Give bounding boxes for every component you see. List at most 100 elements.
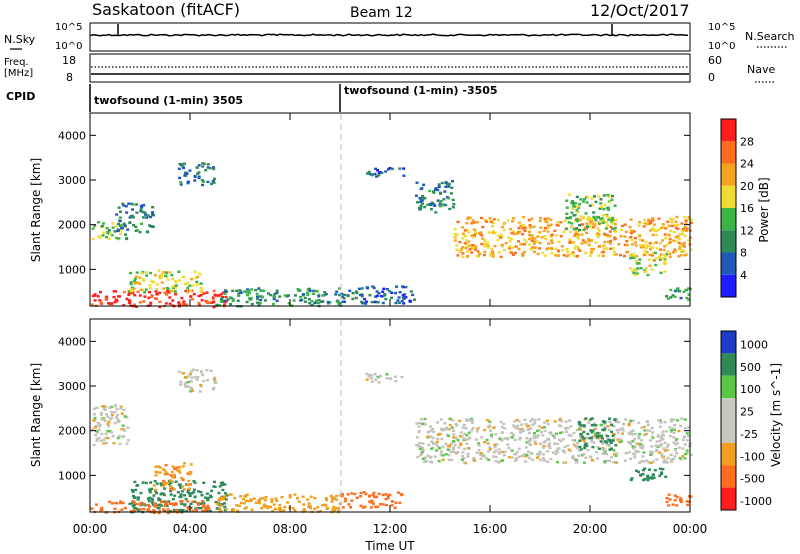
echo-cell — [158, 498, 162, 501]
echo-cell — [231, 299, 235, 303]
nsky-tick-high: 10^5 — [55, 22, 82, 33]
echo-cell — [129, 214, 133, 218]
echo-cell — [171, 498, 175, 501]
echo-cell — [488, 446, 492, 449]
echo-cell — [242, 502, 246, 505]
echo-cell — [341, 506, 345, 509]
echo-cell — [93, 224, 97, 227]
echo-cell — [630, 477, 634, 480]
echo-cell — [420, 187, 424, 190]
echo-cell — [120, 428, 124, 431]
echo-cell — [648, 429, 652, 432]
echo-cell — [154, 465, 158, 468]
echo-cell — [632, 252, 636, 256]
echo-cell — [510, 231, 514, 235]
echo-cell — [646, 423, 650, 427]
echo-cell — [589, 418, 593, 421]
echo-cell — [176, 509, 180, 512]
echo-cell — [217, 499, 221, 502]
echo-cell — [608, 200, 612, 204]
echo-cell — [567, 448, 571, 451]
echo-cell — [444, 453, 448, 456]
echo-cell — [660, 433, 664, 436]
echo-cell — [158, 466, 162, 469]
echo-cell — [179, 383, 183, 386]
echo-cell — [168, 479, 172, 482]
echo-cell — [687, 500, 691, 503]
echo-cell — [163, 504, 167, 508]
echo-cell — [467, 431, 471, 434]
echo-cell — [456, 450, 460, 454]
echo-cell — [527, 450, 530, 453]
echo-cell — [543, 421, 547, 424]
echo-cell — [650, 268, 654, 271]
echo-cell — [661, 437, 665, 441]
echo-cell — [601, 244, 605, 248]
echo-cell — [146, 497, 150, 500]
echo-cell — [171, 476, 175, 479]
echo-cell — [209, 369, 213, 372]
echo-cell — [448, 417, 452, 420]
echo-cell — [181, 303, 185, 306]
echo-cell — [350, 492, 354, 495]
echo-cell — [429, 429, 433, 432]
echo-cell — [559, 440, 563, 443]
echo-cell — [537, 418, 541, 421]
echo-cell — [338, 287, 342, 290]
echo-cell — [196, 376, 200, 379]
echo-cell — [613, 418, 617, 422]
echo-cell — [644, 252, 648, 255]
echo-cell — [368, 172, 371, 175]
echo-cell — [517, 247, 521, 251]
echo-cell — [483, 250, 487, 254]
echo-cell — [197, 304, 201, 307]
echo-cell — [663, 449, 667, 452]
echo-cell — [662, 226, 666, 229]
echo-cell — [658, 439, 662, 443]
echo-cell — [501, 450, 505, 454]
echo-cell — [377, 292, 381, 295]
echo-cell — [586, 195, 590, 198]
freq-panel — [89, 53, 691, 83]
echo-cell — [222, 497, 226, 501]
echo-cell — [223, 483, 227, 486]
echo-cell — [678, 247, 682, 250]
echo-cell — [119, 210, 122, 213]
echo-cell — [593, 195, 597, 198]
echo-cell — [148, 304, 152, 307]
echo-cell — [538, 425, 541, 428]
echo-cell — [604, 227, 608, 230]
echo-cell — [187, 508, 191, 511]
echo-cell — [687, 216, 691, 219]
echo-cell — [676, 223, 680, 227]
echo-cell — [584, 251, 588, 255]
echo-cell — [648, 245, 652, 248]
echo-cell — [579, 448, 583, 451]
echo-cell — [612, 453, 616, 456]
echo-cell — [531, 237, 535, 240]
echo-cell — [555, 234, 559, 237]
echo-cell — [417, 430, 421, 434]
echo-cell — [452, 448, 456, 451]
echo-cell — [471, 244, 475, 247]
echo-cell — [577, 237, 580, 240]
echo-cell — [493, 443, 497, 446]
echo-cell — [582, 453, 586, 456]
echo-cell — [673, 494, 677, 497]
echo-cell — [435, 443, 439, 446]
echo-cell — [169, 490, 173, 493]
echo-cell — [624, 230, 628, 234]
echo-cell — [163, 291, 167, 294]
echo-cell — [198, 272, 202, 275]
echo-cell — [189, 463, 193, 466]
echo-cell — [146, 214, 150, 217]
echo-cell — [664, 227, 668, 230]
colorbar-swatch — [721, 274, 736, 297]
echo-cell — [603, 425, 607, 429]
echo-cell — [587, 421, 591, 424]
echo-cell — [373, 373, 377, 376]
echo-cell — [193, 500, 197, 503]
echo-cell — [114, 225, 118, 228]
echo-cell — [639, 473, 642, 476]
echo-cell — [571, 439, 575, 442]
